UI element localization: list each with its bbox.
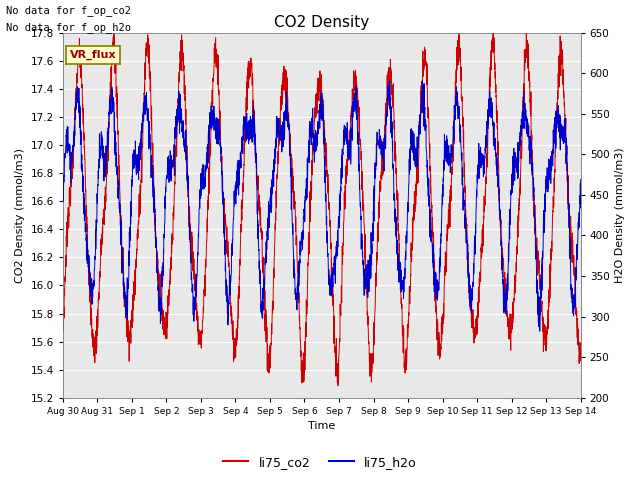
Y-axis label: H2O Density (mmol/m3): H2O Density (mmol/m3): [615, 147, 625, 283]
Text: No data for f_op_co2: No data for f_op_co2: [6, 5, 131, 16]
Text: VR_flux: VR_flux: [70, 49, 116, 60]
X-axis label: Time: Time: [308, 421, 335, 432]
Y-axis label: CO2 Density (mmol/m3): CO2 Density (mmol/m3): [15, 148, 25, 283]
Legend: li75_co2, li75_h2o: li75_co2, li75_h2o: [218, 451, 422, 474]
Text: No data for f_op_h2o: No data for f_op_h2o: [6, 22, 131, 33]
Title: CO2 Density: CO2 Density: [274, 15, 369, 30]
